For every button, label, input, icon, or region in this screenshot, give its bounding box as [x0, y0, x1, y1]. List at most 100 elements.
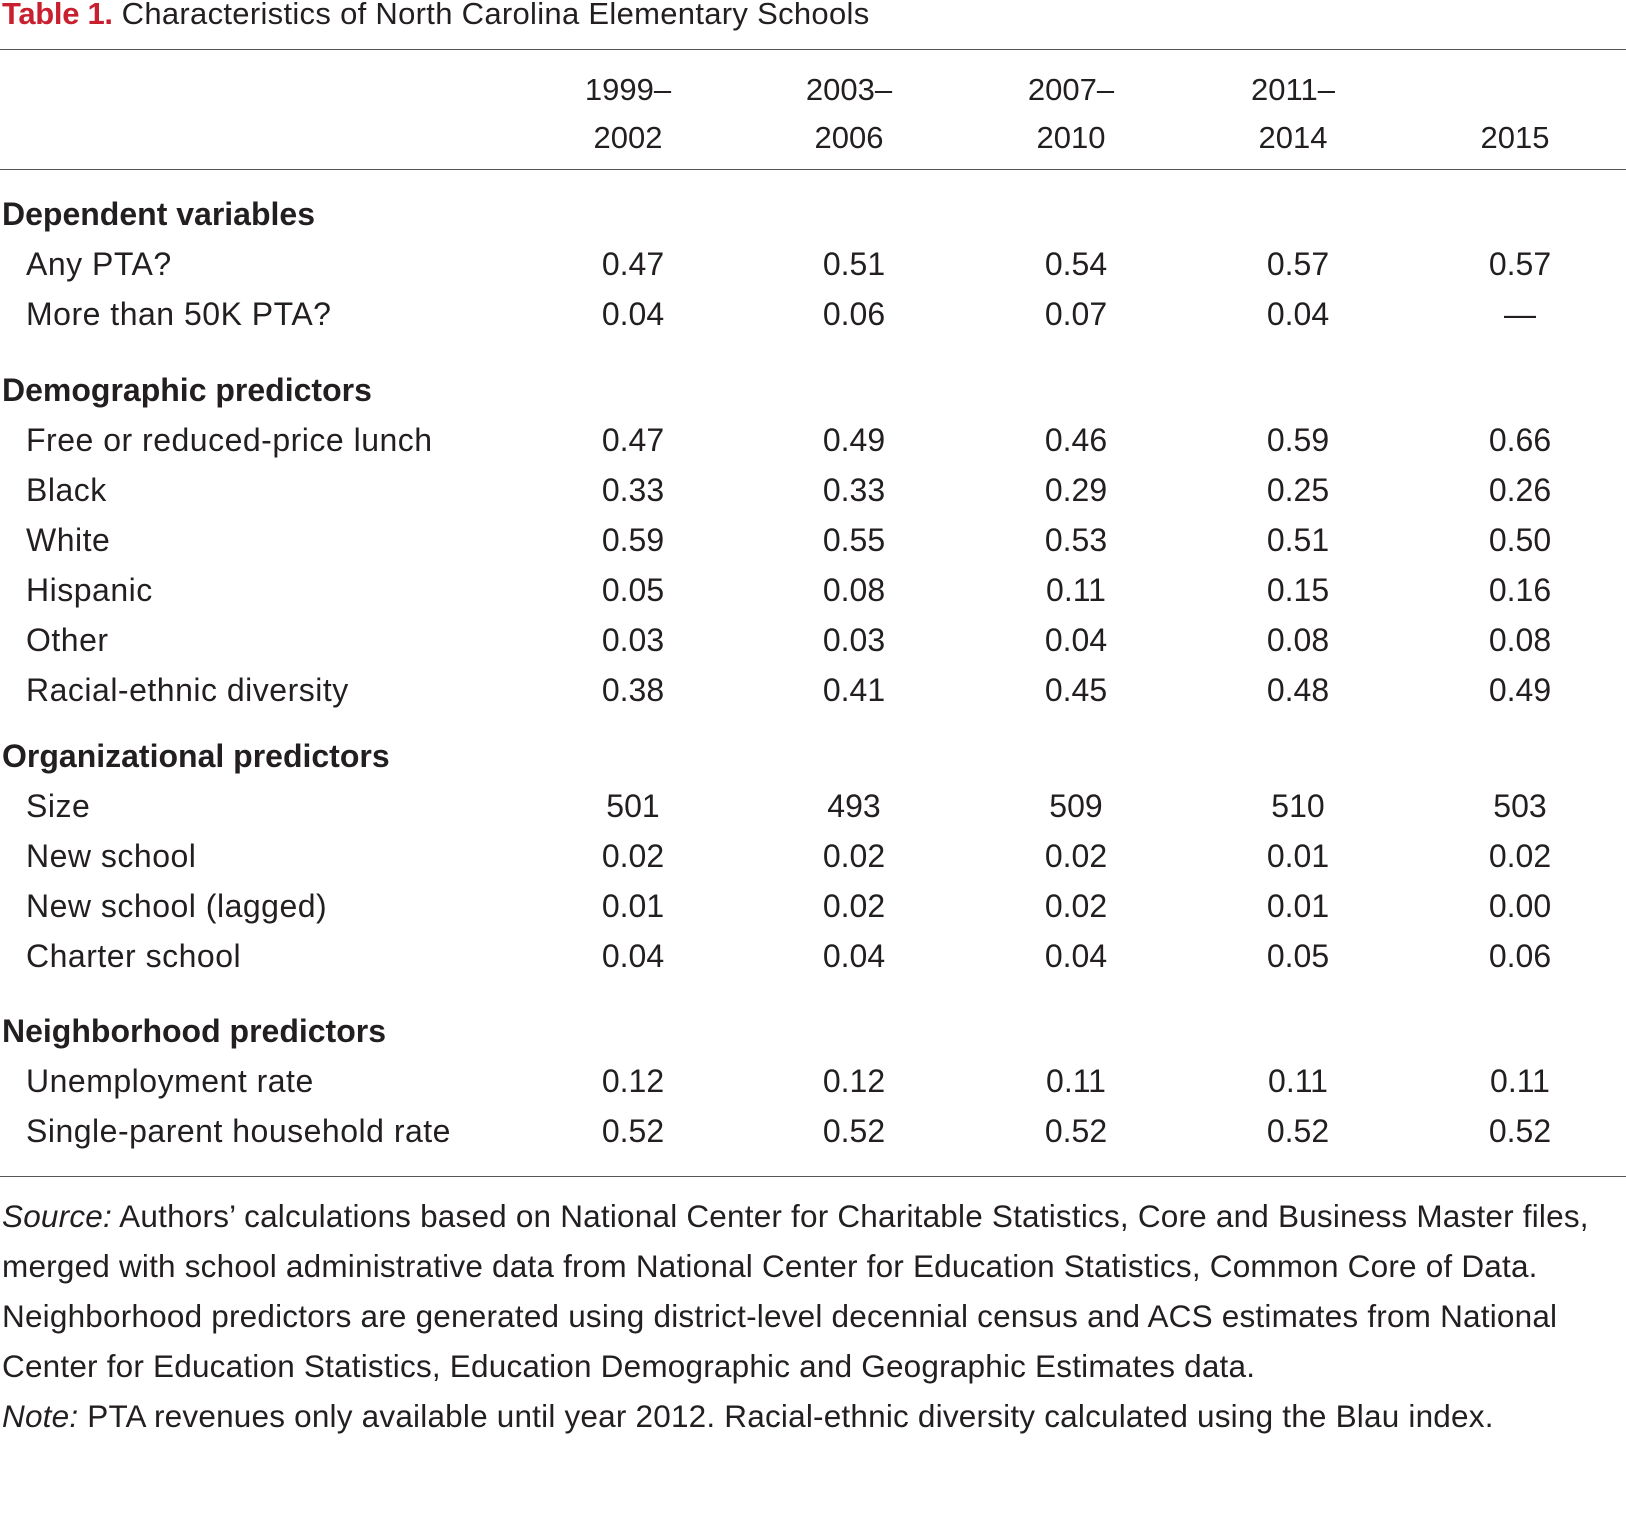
table-cell: 0.03 [822, 622, 886, 658]
table-cell: 0.04 [1044, 622, 1108, 658]
table-cell: 0.12 [601, 1063, 665, 1099]
row-label: Hispanic [26, 572, 153, 608]
column-header-line1: 2003– [805, 72, 893, 107]
table-cell: 0.08 [822, 572, 886, 608]
table-cell: 0.52 [601, 1113, 665, 1149]
column-header-line1: 2007– [1027, 72, 1115, 107]
row-label: More than 50K PTA? [26, 296, 332, 332]
table-cell: 0.05 [601, 572, 665, 608]
table-cell: 0.16 [1488, 572, 1552, 608]
table-cell: 0.57 [1266, 246, 1330, 282]
row-label: Any PTA? [26, 246, 172, 282]
row-label: Other [26, 622, 109, 658]
table-cell: 0.59 [1266, 422, 1330, 458]
table-cell: 0.02 [601, 838, 665, 874]
table-cell: 501 [606, 788, 660, 824]
row-label: Racial-ethnic diversity [26, 672, 349, 708]
column-header-line2: 2010 [1036, 120, 1106, 155]
table-cell: 0.01 [1266, 838, 1330, 874]
table-cell: 0.02 [1044, 838, 1108, 874]
table-cell: 0.55 [822, 522, 886, 558]
source-text: Authors’ calculations based on National … [2, 1198, 1589, 1384]
table-cell: 0.66 [1488, 422, 1552, 458]
column-header-line1: 1999– [584, 72, 672, 107]
table-cell: 0.29 [1044, 472, 1108, 508]
note-text: PTA revenues only available until year 2… [78, 1398, 1494, 1434]
table-cell: 503 [1493, 788, 1547, 824]
table-cell: 0.00 [1488, 888, 1552, 924]
table-cell: 0.02 [1044, 888, 1108, 924]
header-rule [0, 169, 1626, 170]
row-label: Charter school [26, 938, 242, 974]
table-cell: 0.02 [822, 888, 886, 924]
table-cell: 0.54 [1044, 246, 1108, 282]
table-cell: 0.25 [1266, 472, 1330, 508]
table-cell: 0.51 [822, 246, 886, 282]
row-label: Unemployment rate [26, 1063, 314, 1099]
table-footnotes: Source: Authors’ calculations based on N… [2, 1191, 1602, 1441]
top-rule [0, 49, 1626, 50]
table-cell: 0.04 [601, 938, 665, 974]
table-cell: 510 [1271, 788, 1325, 824]
table-cell: 0.59 [601, 522, 665, 558]
table-cell: 0.51 [1266, 522, 1330, 558]
table-cell: 0.48 [1266, 672, 1330, 708]
note-label: Note: [2, 1398, 79, 1434]
table-cell: 0.02 [822, 838, 886, 874]
row-label: Black [26, 472, 107, 508]
table-cell: 493 [827, 788, 881, 824]
bottom-rule [0, 1176, 1626, 1177]
table-title: Table 1. Characteristics of North Caroli… [2, 0, 870, 34]
table-cell: 0.52 [1488, 1113, 1552, 1149]
table-cell: 509 [1049, 788, 1103, 824]
column-header-line2: 2015 [1480, 120, 1550, 155]
table-cell: 0.07 [1044, 296, 1108, 332]
table-cell: 0.49 [1488, 672, 1552, 708]
table-cell: 0.02 [1488, 838, 1552, 874]
table-cell: 0.47 [601, 422, 665, 458]
source-label: Source: [2, 1198, 112, 1234]
section-heading: Neighborhood predictors [2, 1013, 386, 1049]
row-label: Size [26, 788, 91, 824]
column-header-line2: 2006 [814, 120, 884, 155]
table-cell: 0.06 [822, 296, 886, 332]
table-cell: 0.47 [601, 246, 665, 282]
table-cell: 0.46 [1044, 422, 1108, 458]
row-label: New school (lagged) [26, 888, 328, 924]
row-label: Single-parent household rate [26, 1113, 451, 1149]
table-cell: 0.57 [1488, 246, 1552, 282]
table-cell: 0.05 [1266, 938, 1330, 974]
table-cell: 0.26 [1488, 472, 1552, 508]
table-cell: 0.45 [1044, 672, 1108, 708]
row-label: Free or reduced-price lunch [26, 422, 433, 458]
table-cell: 0.04 [1266, 296, 1330, 332]
section-heading: Demographic predictors [2, 372, 372, 408]
table-cell: 0.08 [1488, 622, 1552, 658]
table-cell: 0.11 [1490, 1063, 1550, 1099]
table-cell: 0.11 [1046, 1063, 1106, 1099]
table-cell: 0.41 [822, 672, 886, 708]
row-label: White [26, 522, 111, 558]
row-label: New school [26, 838, 197, 874]
table-cell: 0.06 [1488, 938, 1552, 974]
table-cell: 0.50 [1488, 522, 1552, 558]
table-number: Table 1. [2, 0, 113, 31]
table-cell: 0.52 [822, 1113, 886, 1149]
table-cell: 0.38 [601, 672, 665, 708]
note: Note: PTA revenues only available until … [2, 1391, 1602, 1441]
table-cell: 0.12 [822, 1063, 886, 1099]
table-cell: — [1504, 296, 1536, 332]
table-cell: 0.49 [822, 422, 886, 458]
table-cell: 0.15 [1266, 572, 1330, 608]
table-cell: 0.01 [1266, 888, 1330, 924]
table-cell: 0.08 [1266, 622, 1330, 658]
table-cell: 0.04 [601, 296, 665, 332]
column-header-line2: 2002 [593, 120, 663, 155]
table-cell: 0.11 [1046, 572, 1106, 608]
table-cell: 0.11 [1268, 1063, 1328, 1099]
source-note: Source: Authors’ calculations based on N… [2, 1191, 1602, 1391]
table-caption: Characteristics of North Carolina Elemen… [121, 0, 870, 31]
table-cell: 0.01 [601, 888, 665, 924]
table-cell: 0.33 [822, 472, 886, 508]
table-cell: 0.03 [601, 622, 665, 658]
